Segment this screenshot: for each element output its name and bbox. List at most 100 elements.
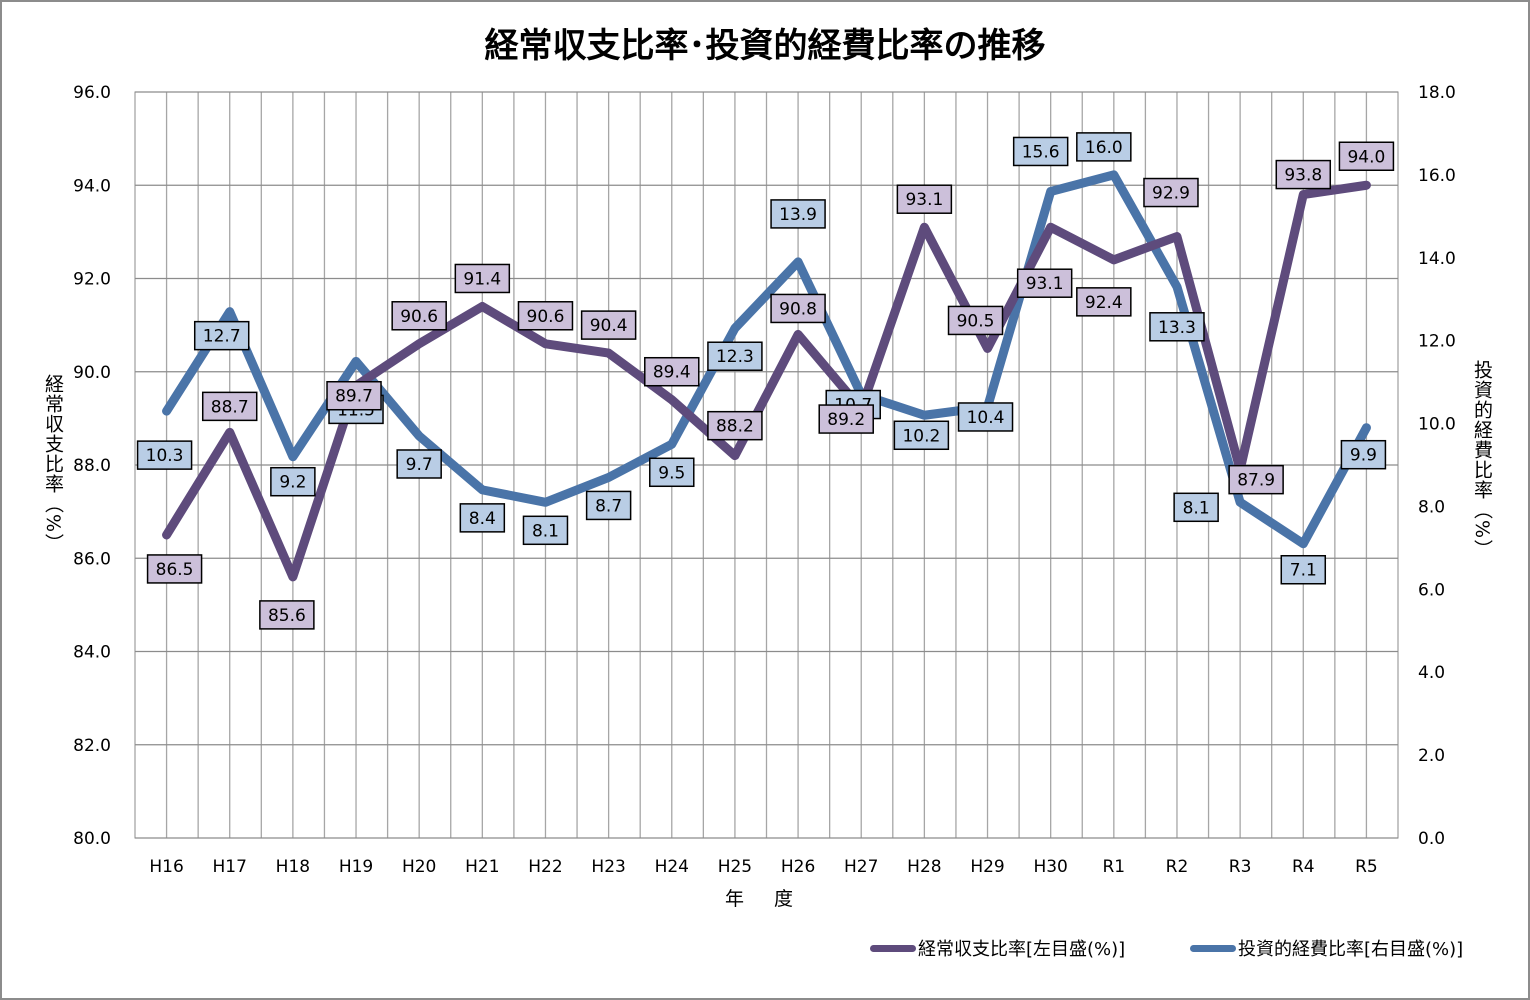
x-tick-label: H24 [655, 857, 689, 877]
x-tick-label: H26 [781, 857, 815, 877]
y-left-tick-label: 94.0 [73, 176, 111, 196]
data-label-text-current-balance-ratio: 85.6 [268, 606, 306, 626]
data-label-text-current-balance-ratio: 90.6 [527, 307, 565, 327]
x-tick-label: H18 [276, 857, 310, 877]
x-tick-label: H16 [149, 857, 183, 877]
data-label-box-current-balance-ratio [818, 404, 874, 434]
data-label-current-balance-ratio: 91.4 [454, 263, 511, 294]
x-tick-label: H21 [465, 857, 499, 877]
x-tick-label: H23 [591, 857, 625, 877]
data-label-box-investment-ratio [522, 515, 569, 546]
data-label-text-current-balance-ratio: 88.2 [716, 417, 754, 437]
data-label-box-investment-ratio [270, 466, 316, 497]
data-label-box-investment-ratio [1149, 312, 1205, 342]
data-label-text-investment-ratio: 15.6 [1022, 142, 1060, 162]
data-label-text-investment-ratio: 12.7 [203, 327, 241, 347]
x-tick-label: H27 [844, 857, 878, 877]
x-tick-label: H17 [213, 857, 247, 877]
data-label-current-balance-ratio: 88.2 [707, 410, 763, 441]
data-label-box-current-balance-ratio [1228, 464, 1284, 495]
data-label-box-current-balance-ratio [896, 184, 953, 214]
series-line-current-balance-ratio [162, 180, 1371, 582]
data-label-box-investment-ratio [1173, 492, 1219, 523]
data-label-box-investment-ratio [649, 457, 695, 488]
data-label-investment-ratio: 9.2 [270, 466, 316, 497]
y-left-tick-label: 84.0 [73, 643, 111, 663]
data-label-box-investment-ratio [1012, 136, 1069, 167]
x-tick-label: H19 [339, 857, 373, 877]
y-left-tick-label: 80.0 [73, 829, 111, 849]
data-label-box-current-balance-ratio [707, 410, 763, 441]
y-right-tick-label: 14.0 [1418, 249, 1456, 269]
legend-label-series-1: 経常収支比率[左目盛(%)] [918, 939, 1126, 960]
x-tick-label: H28 [907, 857, 941, 877]
legend-label-series-2: 投資的経費比率[右目盛(%)] [1238, 939, 1464, 960]
data-label-investment-ratio: 10.2 [893, 420, 950, 451]
data-label-text-investment-ratio: 9.7 [406, 455, 433, 475]
chart-title: 経常収支比率･投資的経費比率の推移 [484, 26, 1046, 66]
data-label-box-current-balance-ratio [326, 380, 382, 411]
y-left-tick-label: 92.0 [73, 270, 111, 290]
data-label-text-investment-ratio: 13.3 [1158, 318, 1196, 338]
grid-layer [134, 91, 1399, 839]
data-label-text-current-balance-ratio: 93.8 [1284, 166, 1322, 186]
data-label-investment-ratio: 9.7 [396, 449, 442, 479]
data-label-investment-ratio: 12.7 [193, 320, 250, 351]
data-label-investment-ratio: 7.1 [1280, 554, 1327, 585]
y-axis-right-title: 投資的経費比率（%） [1471, 360, 1493, 560]
y-right-tick-label: 18.0 [1418, 83, 1456, 103]
data-label-box-current-balance-ratio [1275, 159, 1332, 190]
legend-swatch-series-2 [1190, 944, 1236, 952]
x-tick-label: R2 [1166, 857, 1189, 877]
y-right-tick-label: 4.0 [1418, 663, 1445, 683]
data-label-current-balance-ratio: 89.4 [644, 356, 700, 387]
y-left-tick-label: 90.0 [73, 363, 111, 383]
data-label-investment-ratio: 13.9 [770, 199, 826, 229]
data-label-investment-ratio: 8.1 [522, 515, 569, 546]
data-label-text-current-balance-ratio: 92.9 [1152, 184, 1190, 204]
data-label-box-investment-ratio [1340, 439, 1387, 470]
data-label-current-balance-ratio: 90.6 [517, 301, 574, 331]
data-label-current-balance-ratio: 89.2 [818, 404, 874, 434]
data-label-text-investment-ratio: 10.4 [967, 408, 1005, 428]
data-label-box-investment-ratio [707, 341, 763, 371]
data-label-text-current-balance-ratio: 92.4 [1085, 293, 1123, 313]
data-label-box-current-balance-ratio [1016, 268, 1073, 298]
data-label-current-balance-ratio: 90.8 [770, 293, 826, 324]
data-label-box-current-balance-ratio [770, 293, 826, 324]
data-label-text-investment-ratio: 9.5 [658, 463, 685, 483]
y-left-tick-label: 88.0 [73, 456, 111, 476]
data-label-text-investment-ratio: 8.1 [1183, 498, 1210, 518]
data-label-text-investment-ratio: 16.0 [1085, 138, 1123, 158]
data-label-investment-ratio: 8.1 [1173, 492, 1219, 523]
legend-item-series-1: 経常収支比率[左目盛(%)] [870, 934, 1125, 962]
data-label-layer: 10.312.79.211.59.78.48.18.79.512.313.910… [136, 132, 1395, 630]
data-label-investment-ratio: 10.3 [136, 440, 193, 470]
data-label-text-investment-ratio: 8.7 [595, 496, 622, 516]
data-label-box-investment-ratio [585, 490, 632, 521]
data-label-text-investment-ratio: 8.1 [532, 521, 559, 541]
data-label-box-investment-ratio [459, 503, 506, 533]
data-label-current-balance-ratio: 93.8 [1275, 159, 1332, 190]
data-label-investment-ratio: 12.3 [707, 341, 763, 371]
data-label-text-investment-ratio: 10.2 [902, 426, 940, 446]
data-label-box-current-balance-ratio [1338, 141, 1395, 171]
data-label-box-current-balance-ratio [947, 305, 1004, 336]
x-tick-label: H30 [1033, 857, 1067, 877]
data-label-current-balance-ratio: 90.5 [947, 305, 1004, 336]
data-label-current-balance-ratio: 88.7 [201, 391, 258, 422]
data-label-investment-ratio: 9.5 [649, 457, 695, 488]
data-label-current-balance-ratio: 90.6 [391, 301, 447, 331]
data-label-current-balance-ratio: 89.7 [326, 380, 382, 411]
data-label-investment-ratio: 8.4 [459, 503, 506, 533]
y-right-tick-label: 0.0 [1418, 829, 1445, 849]
y-axis-left-title: 経常収支比率（%） [42, 374, 64, 554]
data-label-box-current-balance-ratio [644, 356, 700, 387]
data-label-box-current-balance-ratio [517, 301, 574, 331]
data-label-text-current-balance-ratio: 93.1 [905, 190, 943, 210]
data-label-text-current-balance-ratio: 88.7 [211, 397, 249, 417]
data-label-box-investment-ratio [957, 402, 1014, 432]
data-label-text-investment-ratio: 9.9 [1350, 446, 1377, 466]
y-right-tick-label: 2.0 [1418, 746, 1445, 766]
